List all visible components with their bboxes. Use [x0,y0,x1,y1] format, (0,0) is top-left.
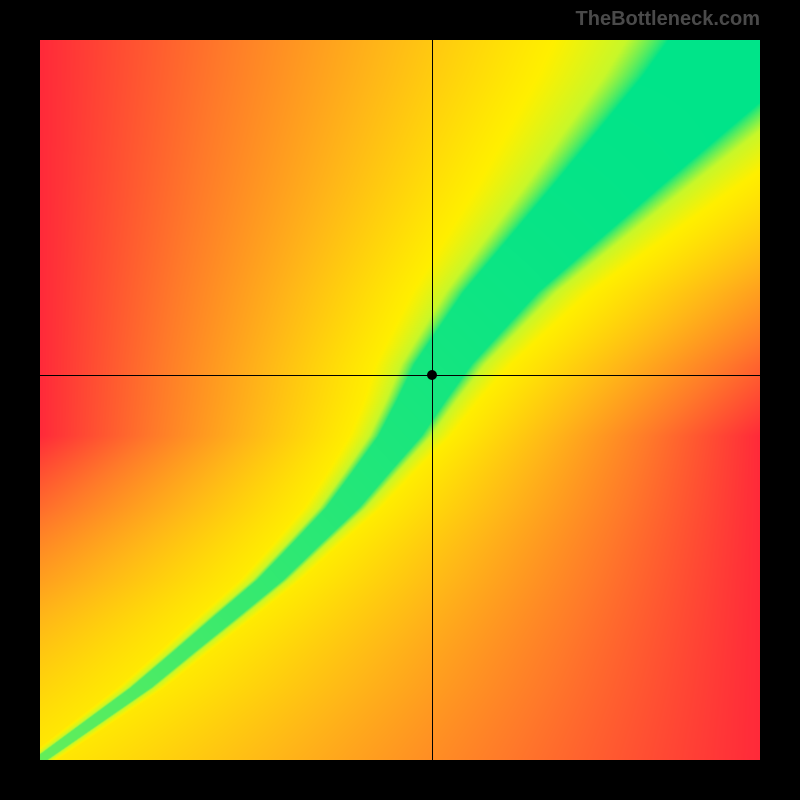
watermark-text: TheBottleneck.com [576,8,760,31]
heatmap-plot [40,40,760,760]
marker-point [427,370,437,380]
chart-container: { "watermark": "TheBottleneck.com", "cha… [0,0,800,800]
heatmap-canvas [40,40,760,760]
crosshair-vertical [432,40,433,760]
crosshair-horizontal [40,375,760,376]
